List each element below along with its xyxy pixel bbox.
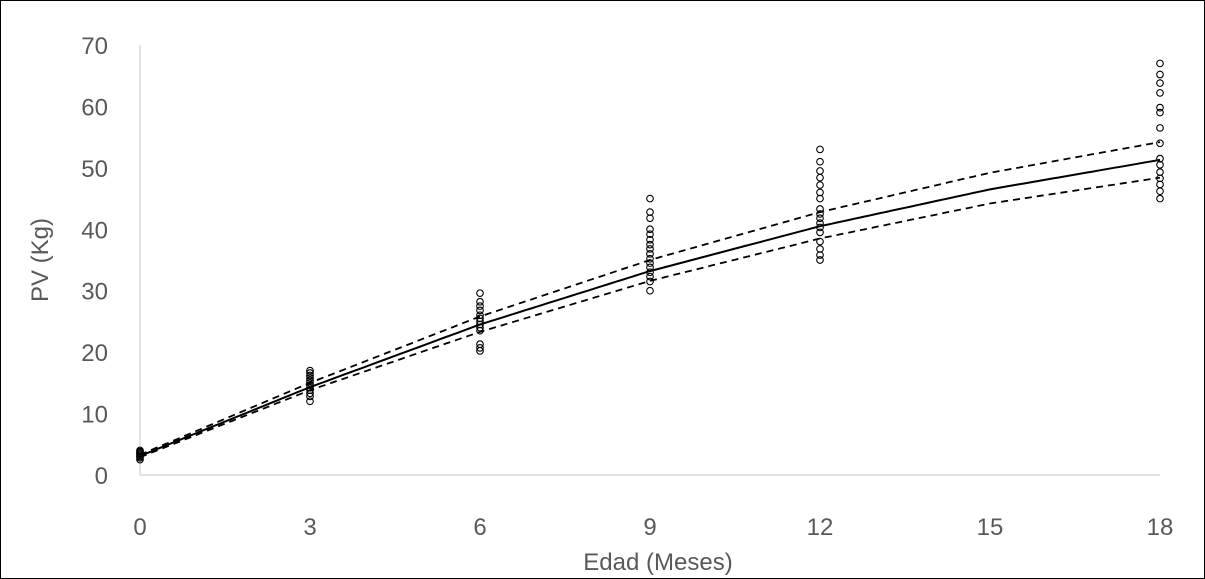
observation-point bbox=[646, 250, 654, 258]
observation-point bbox=[1156, 70, 1164, 79]
observation-point bbox=[646, 235, 654, 244]
observation-point bbox=[646, 245, 654, 253]
observation-point bbox=[306, 383, 314, 392]
fitted-curve bbox=[139, 158, 1161, 457]
observation-point bbox=[306, 376, 314, 385]
y-tick-label: 10 bbox=[81, 402, 108, 429]
axes bbox=[139, 45, 1160, 476]
fitted-curves bbox=[139, 141, 1161, 459]
observation-point bbox=[646, 208, 654, 216]
observation-point bbox=[476, 306, 484, 315]
y-tick-label: 0 bbox=[95, 463, 108, 490]
observation-point bbox=[476, 302, 484, 310]
x-tick-label: 18 bbox=[1147, 514, 1174, 541]
observation-point bbox=[136, 446, 144, 455]
observation-point bbox=[646, 277, 654, 286]
x-tick-label: 12 bbox=[807, 514, 834, 541]
tick-labels: 0 10 20 30 40 50 60 70 0 3 6 9 12 15 18 bbox=[81, 33, 1173, 541]
observation-point bbox=[1156, 108, 1164, 117]
observation-point bbox=[306, 397, 314, 406]
observation-point bbox=[476, 314, 484, 323]
observation-point bbox=[1156, 187, 1164, 196]
observation-point bbox=[816, 219, 824, 227]
observation-point bbox=[816, 256, 824, 264]
observation-point bbox=[306, 381, 314, 390]
observation-point bbox=[646, 259, 654, 267]
observation-point bbox=[306, 379, 314, 387]
observation-point bbox=[816, 237, 824, 246]
y-axis-title: PV (Kg) bbox=[27, 218, 54, 302]
observation-point bbox=[1156, 139, 1164, 148]
observation-point bbox=[1156, 194, 1164, 203]
confidence-band-curve-1 bbox=[139, 141, 1161, 456]
y-tick-label: 60 bbox=[81, 94, 108, 121]
observation-point bbox=[646, 230, 654, 239]
y-tick-label: 40 bbox=[81, 217, 108, 244]
observation-point bbox=[816, 145, 824, 154]
observation-point bbox=[646, 272, 654, 281]
observation-point bbox=[1156, 89, 1164, 97]
observation-point bbox=[476, 311, 484, 320]
observation-point bbox=[816, 223, 824, 232]
observation-point bbox=[646, 286, 654, 295]
y-tick-label: 20 bbox=[81, 340, 108, 367]
observation-point bbox=[476, 289, 484, 298]
y-tick-label: 30 bbox=[81, 279, 108, 306]
observation-point bbox=[306, 366, 314, 375]
observation-point bbox=[1156, 103, 1164, 112]
observation-point bbox=[1156, 168, 1164, 177]
x-tick-label: 15 bbox=[977, 514, 1004, 541]
observation-point bbox=[306, 386, 314, 395]
observation-point bbox=[476, 343, 484, 352]
observation-point bbox=[476, 297, 484, 306]
observation-point bbox=[646, 268, 654, 277]
observation-point bbox=[816, 167, 824, 175]
observation-point bbox=[646, 194, 654, 203]
observation-point bbox=[1156, 154, 1164, 163]
observation-point bbox=[1156, 124, 1164, 132]
observation-point bbox=[816, 157, 824, 166]
observation-point bbox=[816, 173, 824, 182]
observation-point bbox=[646, 254, 654, 263]
observation-point bbox=[816, 228, 824, 237]
observation-point bbox=[646, 240, 654, 249]
observation-point bbox=[306, 389, 314, 398]
observation-point bbox=[816, 181, 824, 189]
observation-point bbox=[646, 263, 654, 272]
x-tick-label: 0 bbox=[133, 514, 146, 541]
x-tick-label: 3 bbox=[303, 514, 316, 541]
observation-points bbox=[136, 59, 1164, 464]
x-tick-label: 9 bbox=[643, 514, 656, 541]
y-tick-label: 70 bbox=[81, 33, 108, 60]
y-tick-label: 50 bbox=[81, 156, 108, 183]
observation-point bbox=[306, 369, 314, 377]
observation-point bbox=[816, 205, 824, 213]
observation-point bbox=[816, 245, 824, 253]
observation-point bbox=[306, 371, 314, 380]
observation-point bbox=[816, 188, 824, 197]
observation-point bbox=[1156, 59, 1164, 68]
observation-point bbox=[1156, 79, 1164, 87]
observation-point bbox=[476, 340, 484, 349]
confidence-band-curve-2 bbox=[139, 176, 1161, 459]
observation-point bbox=[816, 210, 824, 218]
observation-point bbox=[306, 374, 314, 382]
x-axis-title: Edad (Meses) bbox=[583, 549, 732, 576]
x-tick-label: 6 bbox=[473, 514, 486, 541]
observation-point bbox=[816, 214, 824, 223]
observation-point bbox=[646, 225, 654, 234]
